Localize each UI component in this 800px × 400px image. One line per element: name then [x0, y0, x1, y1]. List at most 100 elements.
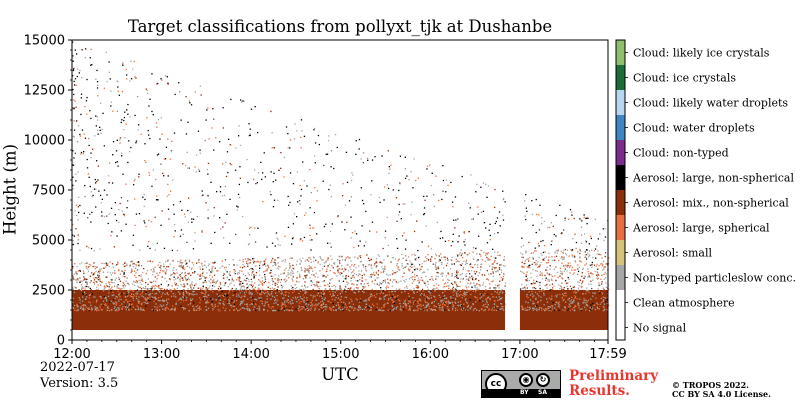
aerosol-pixel: [141, 295, 143, 297]
aerosol-pixel: [422, 271, 425, 273]
aerosol-pixel: [585, 263, 588, 265]
aerosol-pixel: [367, 257, 370, 259]
high-altitude-pixel: [250, 108, 253, 110]
aerosol-pixel: [435, 266, 437, 268]
aerosol-pixel: [113, 307, 116, 309]
aerosol-pixel: [242, 273, 244, 275]
aerosol-pixel: [261, 280, 263, 282]
aerosol-pixel: [108, 265, 110, 268]
aerosol-pixel: [597, 272, 599, 274]
aerosol-pixel: [298, 309, 300, 312]
aerosol-pixel: [88, 285, 90, 288]
aerosol-pixel: [437, 266, 439, 268]
aerosol-pixel: [129, 301, 131, 303]
high-altitude-pixel: [442, 179, 445, 182]
aerosol-pixel: [550, 274, 552, 276]
aerosol-pixel: [122, 306, 124, 308]
aerosol-pixel: [190, 301, 192, 303]
aerosol-pixel: [388, 298, 390, 300]
aerosol-pixel: [299, 258, 301, 260]
high-altitude-pixel: [201, 231, 203, 233]
aerosol-pixel: [315, 259, 317, 261]
aerosol-pixel: [528, 279, 530, 282]
aerosol-pixel: [255, 290, 257, 292]
aerosol-pixel: [392, 299, 394, 301]
high-altitude-pixel: [359, 240, 361, 242]
aerosol-pixel: [381, 309, 384, 312]
aerosol-pixel: [308, 272, 310, 274]
aerosol-pixel: [344, 296, 346, 298]
aerosol-pixel: [368, 297, 370, 300]
aerosol-pixel: [373, 283, 376, 285]
aerosol-pixel: [411, 305, 413, 307]
high-altitude-pixel: [388, 172, 390, 174]
aerosol-pixel: [314, 308, 316, 310]
aerosol-pixel: [422, 280, 424, 282]
aerosol-pixel: [402, 267, 404, 269]
aerosol-pixel: [363, 283, 365, 285]
aerosol-pixel: [132, 290, 135, 292]
aerosol-pixel: [334, 291, 336, 293]
aerosol-pixel: [348, 310, 351, 312]
aerosol-pixel: [146, 298, 148, 300]
aerosol-pixel: [183, 294, 185, 296]
aerosol-pixel: [409, 300, 411, 302]
high-altitude-pixel: [72, 164, 75, 166]
aerosol-pixel: [500, 298, 502, 300]
aerosol-pixel: [180, 277, 182, 279]
high-altitude-pixel: [442, 237, 444, 239]
aerosol-pixel: [193, 287, 195, 289]
high-altitude-pixel: [429, 164, 431, 166]
aerosol-pixel: [301, 269, 303, 271]
aerosol-pixel: [173, 288, 175, 290]
aerosol-pixel: [605, 273, 607, 275]
aerosol-pixel: [270, 272, 272, 274]
aerosol-pixel: [606, 298, 608, 300]
aerosol-pixel: [343, 277, 345, 280]
aerosol-pixel: [199, 308, 201, 310]
aerosol-pixel: [374, 279, 376, 281]
aerosol-pixel: [424, 300, 426, 302]
high-altitude-pixel: [316, 233, 318, 235]
aerosol-pixel: [114, 304, 116, 307]
aerosol-pixel: [594, 308, 596, 310]
high-altitude-pixel: [396, 247, 399, 249]
aerosol-pixel: [147, 302, 149, 304]
high-altitude-pixel: [254, 241, 257, 243]
aerosol-pixel: [246, 287, 248, 289]
high-altitude-pixel: [291, 243, 293, 245]
aerosol-pixel: [430, 294, 432, 296]
aerosol-pixel: [345, 278, 347, 280]
aerosol-pixel: [250, 291, 252, 294]
aerosol-pixel: [202, 271, 204, 274]
high-altitude-pixel: [132, 244, 134, 246]
aerosol-pixel: [306, 305, 308, 308]
aerosol-pixel: [598, 274, 600, 276]
aerosol-pixel: [266, 270, 268, 272]
aerosol-pixel: [490, 273, 492, 275]
aerosol-pixel: [292, 286, 294, 289]
aerosol-pixel: [312, 297, 314, 299]
aerosol-pixel: [550, 278, 553, 280]
aerosol-pixel: [186, 283, 188, 285]
aerosol-pixel: [236, 305, 239, 307]
aerosol-pixel: [266, 291, 269, 293]
high-altitude-pixel: [300, 136, 302, 139]
aerosol-pixel: [561, 288, 563, 290]
aerosol-pixel: [228, 300, 230, 302]
aerosol-pixel: [113, 294, 115, 296]
aerosol-pixel: [558, 309, 560, 311]
high-altitude-pixel: [389, 168, 391, 170]
aerosol-pixel: [527, 267, 529, 269]
aerosol-pixel: [302, 300, 304, 302]
aerosol-pixel: [549, 306, 552, 308]
aerosol-pixel: [466, 291, 468, 293]
high-altitude-pixel: [448, 240, 450, 242]
high-altitude-pixel: [89, 57, 91, 59]
aerosol-pixel: [151, 287, 153, 289]
aerosol-pixel: [520, 252, 522, 254]
aerosol-pixel: [411, 271, 414, 273]
aerosol-pixel: [214, 261, 216, 263]
aerosol-pixel: [108, 282, 110, 284]
aerosol-pixel: [311, 281, 313, 283]
